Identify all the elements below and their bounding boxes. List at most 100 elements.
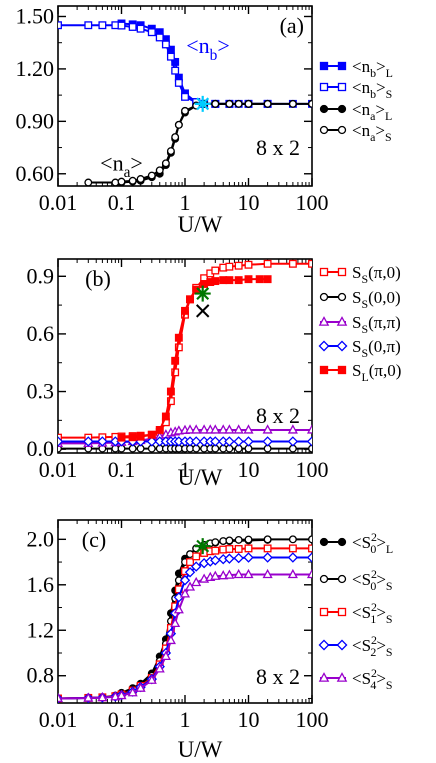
legend-label: SS(π,π) [352, 313, 401, 336]
x-tick-label: 0.01 [39, 190, 78, 215]
data-point [155, 166, 164, 175]
x-axis-title: U/W [178, 212, 223, 237]
data-point [190, 561, 202, 572]
x-tick-label: 10 [238, 707, 260, 732]
data-point [210, 570, 221, 580]
legend-label: SS(0,π) [352, 337, 401, 360]
x-tick-label: 0.01 [39, 707, 78, 732]
series-line [121, 102, 268, 184]
data-point [161, 40, 170, 49]
plot-area [58, 535, 312, 703]
system-size-label: 8 x 2 [256, 135, 300, 160]
data-point [147, 171, 156, 180]
x-tick-label: 0.01 [39, 457, 78, 482]
x-tick-label: 100 [296, 707, 329, 732]
data-point [199, 424, 210, 434]
legend-label: <S2 0>S [352, 567, 393, 593]
data-point [211, 266, 220, 275]
data-point [308, 544, 312, 553]
asterisk-stroke [196, 539, 210, 553]
data-point [128, 176, 137, 185]
x-tick-label: 0.1 [108, 190, 136, 215]
asterisk-stroke [196, 287, 210, 301]
data-point [135, 682, 146, 692]
y-tick-label: 0.0 [27, 436, 55, 461]
data-point [225, 262, 234, 271]
data-point [234, 545, 243, 553]
data-point [262, 568, 273, 579]
y-tick-label: 2.0 [27, 526, 55, 551]
legend-marker [318, 672, 330, 682]
legend-marker [319, 267, 329, 277]
data-point [263, 259, 272, 268]
curve-annotation: <nb> [186, 33, 230, 64]
data-point [244, 99, 253, 108]
data-point [243, 552, 254, 563]
data-point [262, 424, 273, 434]
x-tick-label: 10 [238, 190, 260, 215]
data-point [218, 424, 229, 434]
data-point [127, 687, 138, 697]
legend-marker [319, 607, 329, 617]
legend-marker [337, 537, 347, 547]
data-point [179, 588, 191, 598]
y-tick-label: 0.9 [27, 263, 55, 288]
y-tick-label: 0.6 [27, 321, 55, 346]
data-point [83, 436, 94, 447]
data-point [117, 433, 126, 442]
data-point [243, 424, 254, 434]
legend-label: <na>S [352, 121, 392, 144]
series-4 [58, 436, 312, 447]
data-point [306, 424, 312, 434]
data-point [288, 544, 297, 553]
data-point [161, 159, 170, 168]
data-point [224, 553, 235, 564]
data-point [154, 663, 165, 673]
data-point [147, 28, 156, 37]
plot-area [58, 259, 312, 453]
y-tick-label: 0.60 [16, 161, 55, 186]
data-point [171, 356, 180, 365]
legend-marker [319, 365, 329, 375]
data-point [181, 106, 189, 115]
data-point [234, 99, 243, 108]
legend: <nb>L<nb>S<na>L<na>S [319, 57, 393, 144]
legend: <S2 0>L <S2 0>S <S2 1>S <S2 2>S <S2 4>S [318, 530, 393, 692]
data-point [262, 552, 273, 563]
series-5 [117, 275, 272, 442]
data-point [84, 21, 93, 30]
legend-label: SL(π,0) [352, 361, 401, 384]
legend-marker [337, 267, 347, 277]
highlight-asterisk [194, 95, 211, 112]
data-point [225, 276, 234, 285]
data-point [173, 425, 184, 435]
data-point [171, 133, 180, 142]
data-point [128, 433, 137, 442]
highlight-cross [195, 304, 210, 318]
data-point [191, 424, 202, 434]
data-point [165, 634, 176, 645]
data-point [225, 536, 234, 545]
x-axis-title: U/W [178, 737, 223, 762]
legend-marker [337, 82, 347, 92]
y-tick-label: 1.2 [27, 617, 55, 642]
data-point [116, 689, 127, 700]
legend-marker [337, 292, 347, 302]
data-point [306, 552, 312, 563]
data-point [155, 426, 164, 434]
data-point [225, 99, 234, 108]
legend-marker [336, 340, 348, 352]
chart-panel-3: 0.01 0.1 1 10 100 U/W 0.8 1.2 1.6 2.0 (c) 8 x 2 <S2 0… [27, 519, 393, 762]
data-point [58, 21, 62, 30]
legend-marker [318, 316, 330, 326]
data-point [287, 436, 299, 447]
x-tick-label: 0.1 [108, 457, 136, 482]
legend-label: <nb>S [352, 78, 392, 101]
data-point [166, 147, 175, 155]
highlight-asterisk [194, 285, 211, 302]
data-point [263, 544, 272, 553]
legend-marker [319, 574, 329, 584]
legend-marker [319, 537, 329, 547]
data-point [308, 99, 312, 108]
legend-label: <S2 4>S [352, 666, 393, 692]
